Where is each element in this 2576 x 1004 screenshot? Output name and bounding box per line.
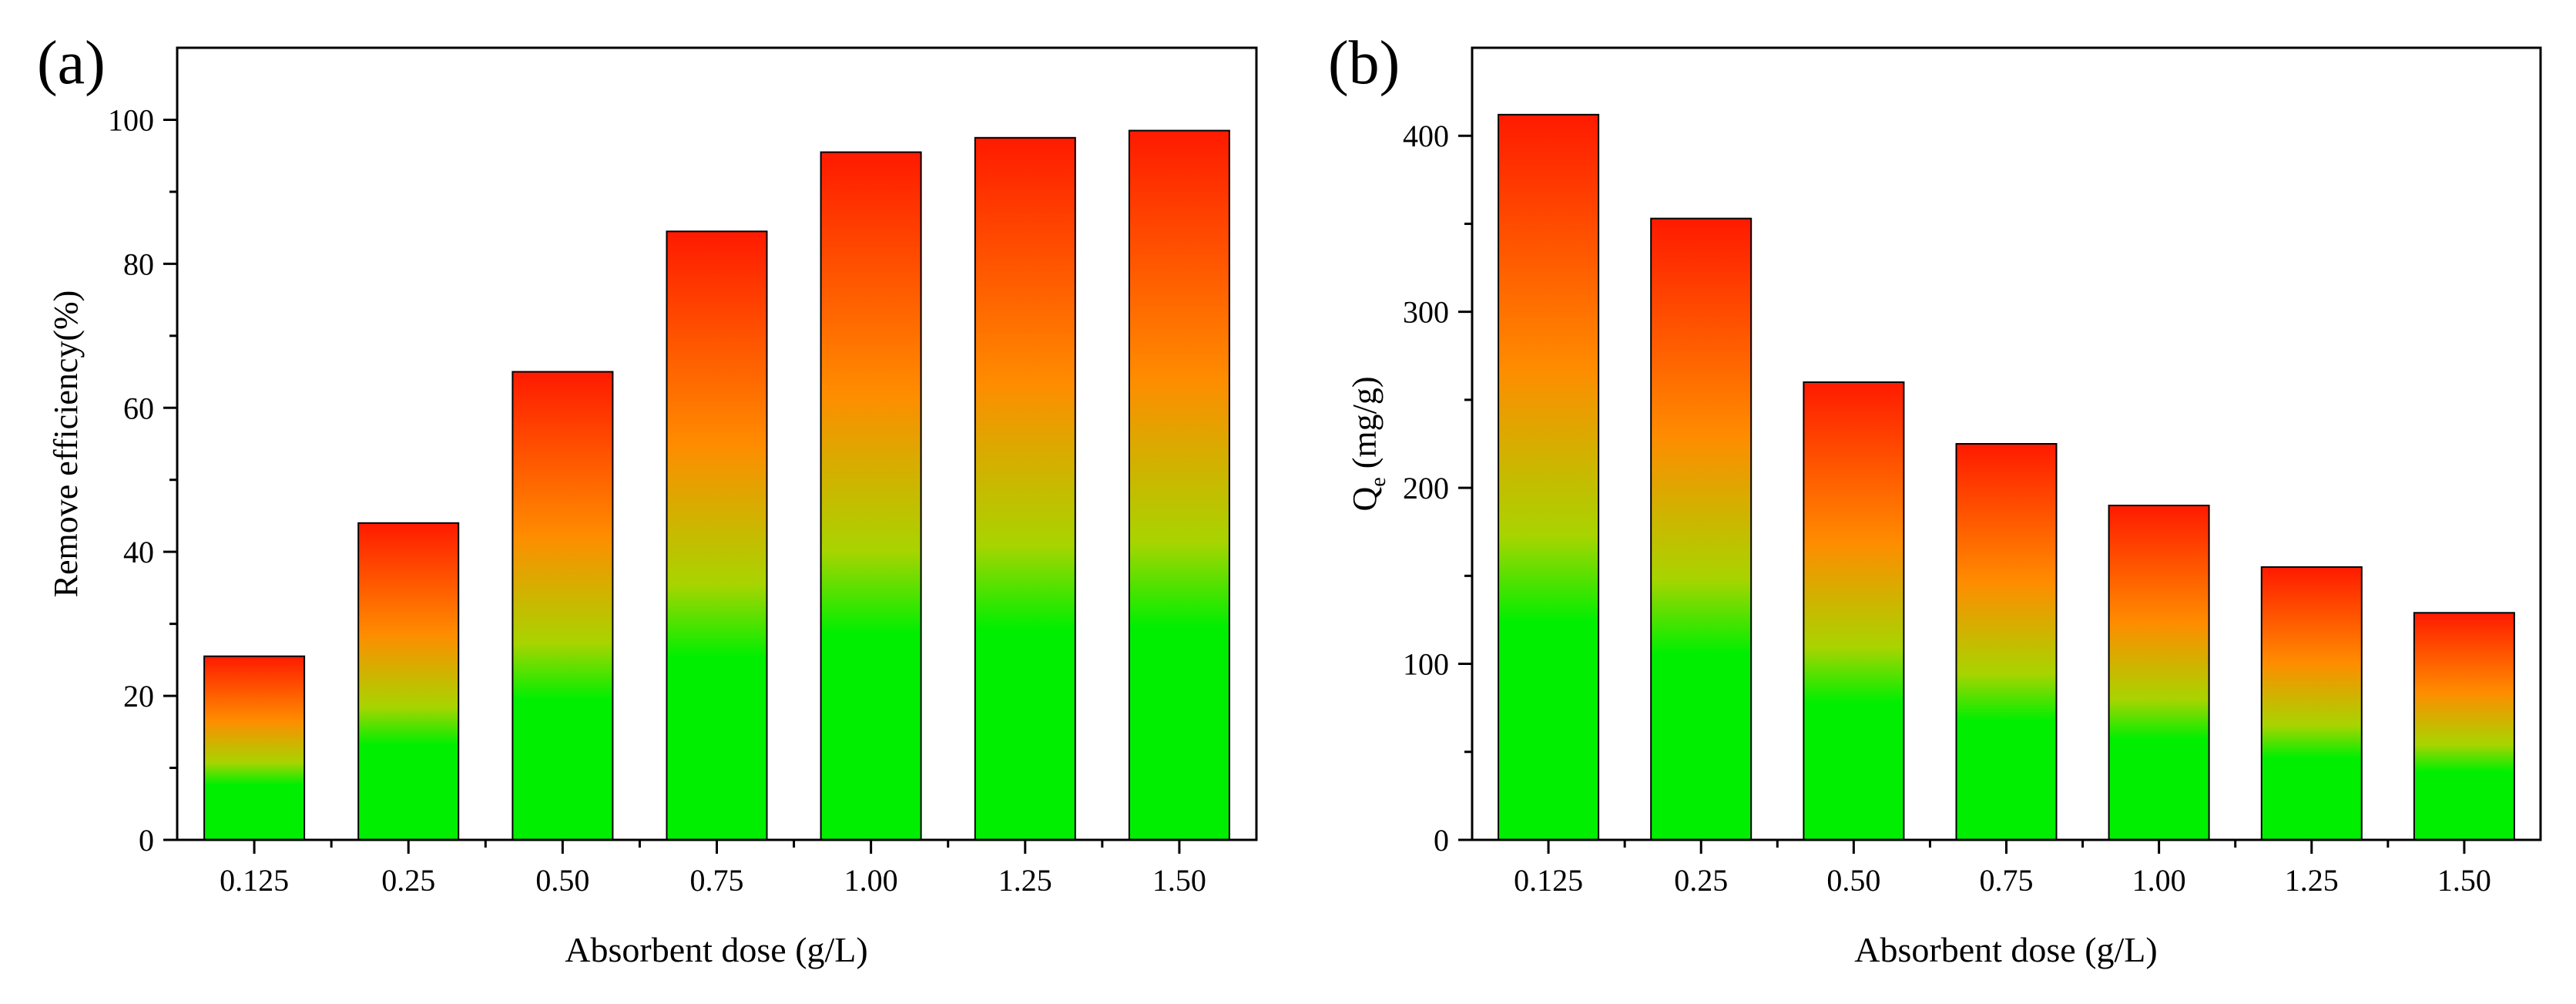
panel-a-y-axis-label: Remove efficiency(%) <box>47 290 85 598</box>
panel-a-x-tick-label: 1.25 <box>998 863 1052 898</box>
panel-a-bar-2 <box>357 522 460 841</box>
panel-a-bar-4 <box>666 230 768 841</box>
panel-b-y-tick-label: 0 <box>1434 823 1449 858</box>
panel-b-bars <box>1498 113 2515 841</box>
panel-a-x-tick-label: 0.75 <box>690 863 744 898</box>
panel-a-bar-5 <box>820 151 922 841</box>
panel-b-bar-6 <box>2260 566 2363 841</box>
panel-b-y-axis-label: Qe (mg/g) <box>1346 377 1390 512</box>
panel-a-axis-ticks: 0.125 0.25 0.50 0.75 1.00 1.25 1.50 0 20 40 60 80 10… <box>108 102 1206 898</box>
panel-b-x-tick-label: 1.50 <box>2437 863 2491 898</box>
panel-b-bar-3 <box>1803 381 1905 841</box>
panel-label-a: (a) <box>37 29 106 97</box>
panel-a-bars <box>203 129 1230 841</box>
panel-a-x-axis-label: Absorbent dose (g/L) <box>565 930 867 969</box>
panel-b-x-tick-label: 0.75 <box>1980 863 2034 898</box>
panel-b-y-tick-label: 400 <box>1403 119 1449 153</box>
panel-a-y-tick-label: 0 <box>139 823 154 858</box>
panel-a-remove-efficiency: (a) 0.125 0.25 0.50 0.75 1.00 1.25 1.50 0 20 40 60… <box>37 29 1258 969</box>
panel-b-bar-7 <box>2413 612 2515 841</box>
panel-b-x-tick-label: 1.00 <box>2132 863 2186 898</box>
panel-a-x-tick-label: 0.50 <box>535 863 589 898</box>
panel-b-x-tick-label: 0.50 <box>1826 863 1880 898</box>
panel-b-qe: (b) 0.125 0.25 0.50 0.75 1.00 1.25 1.50 0 100 200… <box>1328 29 2542 969</box>
panel-b-bar-5 <box>2108 505 2210 841</box>
panel-a-bar-1 <box>203 655 306 841</box>
panel-a-y-tick-label: 60 <box>123 391 154 425</box>
panel-b-bar-4 <box>1955 443 2058 841</box>
panel-b-y-tick-label: 300 <box>1403 295 1449 330</box>
panel-b-x-tick-label: 0.25 <box>1674 863 1728 898</box>
panel-a-bar-3 <box>512 371 614 841</box>
panel-a-y-tick-label: 80 <box>123 247 154 281</box>
panel-b-bar-2 <box>1650 217 1753 841</box>
panel-b-x-tick-label: 1.25 <box>2285 863 2339 898</box>
panel-label-b: (b) <box>1328 29 1400 97</box>
panel-a-x-tick-label: 0.25 <box>381 863 435 898</box>
panel-a-bar-7 <box>1128 129 1230 841</box>
panel-b-y-tick-label: 200 <box>1403 471 1449 505</box>
panel-b-x-axis-label: Absorbent dose (g/L) <box>1854 930 2157 969</box>
panel-b-axis-ticks: 0.125 0.25 0.50 0.75 1.00 1.25 1.50 0 100 200 300 4… <box>1403 119 2491 898</box>
panel-a-x-tick-label: 1.00 <box>844 863 898 898</box>
panel-a-y-tick-label: 20 <box>123 679 154 714</box>
panel-a-x-tick-label: 1.50 <box>1152 863 1206 898</box>
panel-b-y-tick-label: 100 <box>1403 647 1449 682</box>
panel-a-x-tick-label: 0.125 <box>220 863 289 898</box>
panel-a-y-tick-label: 100 <box>108 102 154 137</box>
panel-b-bar-1 <box>1498 113 1600 841</box>
panel-a-bar-6 <box>974 136 1076 841</box>
panel-b-x-tick-label: 0.125 <box>1514 863 1583 898</box>
panel-a-y-tick-label: 40 <box>123 535 154 569</box>
